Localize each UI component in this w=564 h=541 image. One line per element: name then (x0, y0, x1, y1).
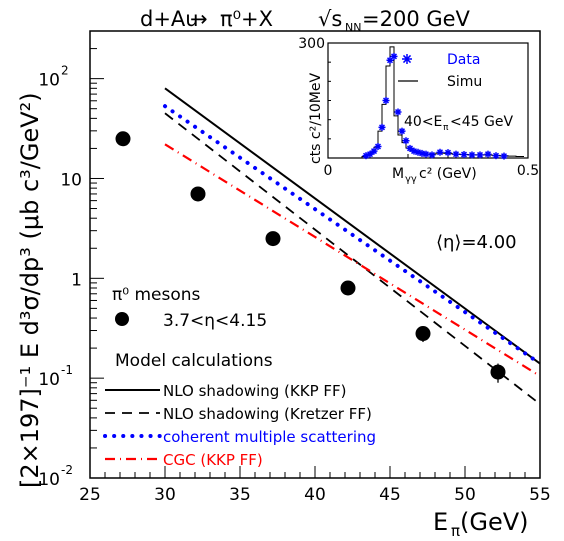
title-energy: =200 GeV (362, 7, 471, 31)
inset-x-tick-label: 0 (324, 163, 333, 179)
inset-legend: Data Simu (398, 52, 482, 90)
x-tick-label: 30 (154, 485, 176, 505)
y-tick-label: 1 (71, 270, 82, 290)
inset-data-point (444, 149, 452, 157)
inset-data-point (370, 147, 378, 155)
inset-legend-simu-label: Simu (447, 74, 482, 90)
data-legend: π⁰ mesons 3.7<η<4.15 (112, 285, 267, 331)
inset-legend-data-marker (402, 54, 412, 64)
data-point (115, 131, 131, 147)
inset-axes: 0 0.5 300 (298, 36, 539, 179)
model-legend-label-3: CGC (KKP FF) (163, 451, 263, 469)
inset-data-point (452, 150, 460, 158)
model-legend-label-0: NLO shadowing (KKP FF) (163, 382, 347, 400)
x-axis: 25 30 35 40 45 50 55 (79, 466, 551, 505)
x-tick-label: 45 (379, 485, 401, 505)
title-sqrt-s-subscript: NN (345, 21, 361, 34)
title-reaction-lhs: d+Au (140, 7, 199, 31)
inset-plot: 0 0.5 300 cts c²/10MeV M γγ c² (GeV) 40<E … (298, 36, 539, 185)
inset-data-point (484, 150, 492, 158)
inset-data-point (378, 123, 386, 131)
inset-data-point (422, 150, 430, 158)
inset-x-label-main: M (392, 166, 404, 182)
inset-data-point (390, 52, 398, 60)
inset-x-label-unit: c² (GeV) (419, 166, 477, 182)
x-tick-label: 25 (79, 485, 101, 505)
y-tick-label: 10 (60, 170, 82, 190)
title-arrow: → (190, 7, 208, 31)
chart-title: d+Au → π⁰+X √s NN =200 GeV (140, 7, 471, 34)
inset-data-point (374, 143, 382, 150)
inset-data-point (382, 97, 390, 104)
x-tick-label: 55 (529, 485, 551, 505)
data-legend-label: 3.7<η<4.15 (163, 311, 267, 331)
x-axis-label-subscript: π (451, 522, 460, 540)
inset-data-point (428, 151, 436, 159)
title-reaction-rhs: π⁰+X (220, 7, 273, 31)
inset-data (362, 52, 508, 160)
data-point (340, 280, 356, 296)
model-legend: Model calculations NLO shadowing (KKP FF… (103, 351, 376, 469)
inset-legend-data-label: Data (447, 52, 480, 68)
inset-data-point (402, 137, 410, 145)
data-point (265, 231, 281, 247)
inset-data-point (460, 151, 468, 159)
inset-y-tick-label: 300 (298, 36, 325, 52)
model-curve-1 (164, 112, 541, 405)
eta-annotation: ⟨η⟩=4.00 (436, 232, 517, 253)
x-tick-label: 35 (229, 485, 251, 505)
y-tick-label-base: 10 (38, 470, 60, 490)
y-axis-label: [2×197]⁻¹ E d³σ/dp³ (μb c³/GeV²) (16, 92, 44, 488)
data-points (115, 131, 506, 383)
inset-data-point (398, 127, 406, 135)
model-curve-0 (164, 87, 541, 365)
y-tick-label-base: 10 (38, 71, 60, 91)
model-legend-header: Model calculations (115, 351, 273, 371)
model-legend-label-1: NLO shadowing (Kretzer FF) (163, 405, 372, 423)
inset-annotation-post: <45 GeV (450, 114, 513, 130)
inset-annotation-pre: 40<E (404, 114, 442, 130)
inset-x-tick-label: 0.5 (517, 163, 539, 179)
model-curve-3 (164, 143, 541, 377)
x-axis-label-unit: (GeV) (460, 508, 529, 536)
x-tick-label: 50 (454, 485, 476, 505)
inset-frame (327, 42, 529, 159)
inset-annotation: 40<E π <45 GeV (404, 114, 513, 133)
y-tick-label-exponent: -2 (61, 463, 73, 477)
y-tick-label-exponent: -1 (61, 363, 73, 377)
inset-data-point (500, 152, 508, 160)
inset-data-point (476, 151, 484, 159)
y-tick-label-exponent: 2 (61, 64, 69, 78)
inset-data-point (436, 148, 444, 156)
model-legend-label-2: coherent multiple scattering (163, 428, 376, 446)
y-tick-label-base: 10 (38, 370, 60, 390)
model-curves (163, 87, 542, 405)
inset-y-label: cts c²/10MeV (308, 73, 324, 164)
inset-annotation-subscript: π (443, 123, 449, 133)
data-point (190, 186, 206, 202)
inset-x-label-subscript: γγ (405, 174, 417, 185)
inset-data-point (394, 108, 402, 116)
inset-data-point (468, 151, 476, 159)
data-point (415, 326, 431, 342)
inset-data-point (410, 147, 418, 155)
x-tick-label: 40 (304, 485, 326, 505)
data-legend-header: π⁰ mesons (112, 285, 201, 305)
inset-data-point (492, 152, 500, 160)
data-point (490, 364, 506, 380)
model-curve-2 (163, 104, 542, 366)
x-axis-label-main: E (433, 508, 448, 536)
data-legend-marker (115, 312, 129, 326)
title-sqrt-s: √s (318, 7, 342, 31)
